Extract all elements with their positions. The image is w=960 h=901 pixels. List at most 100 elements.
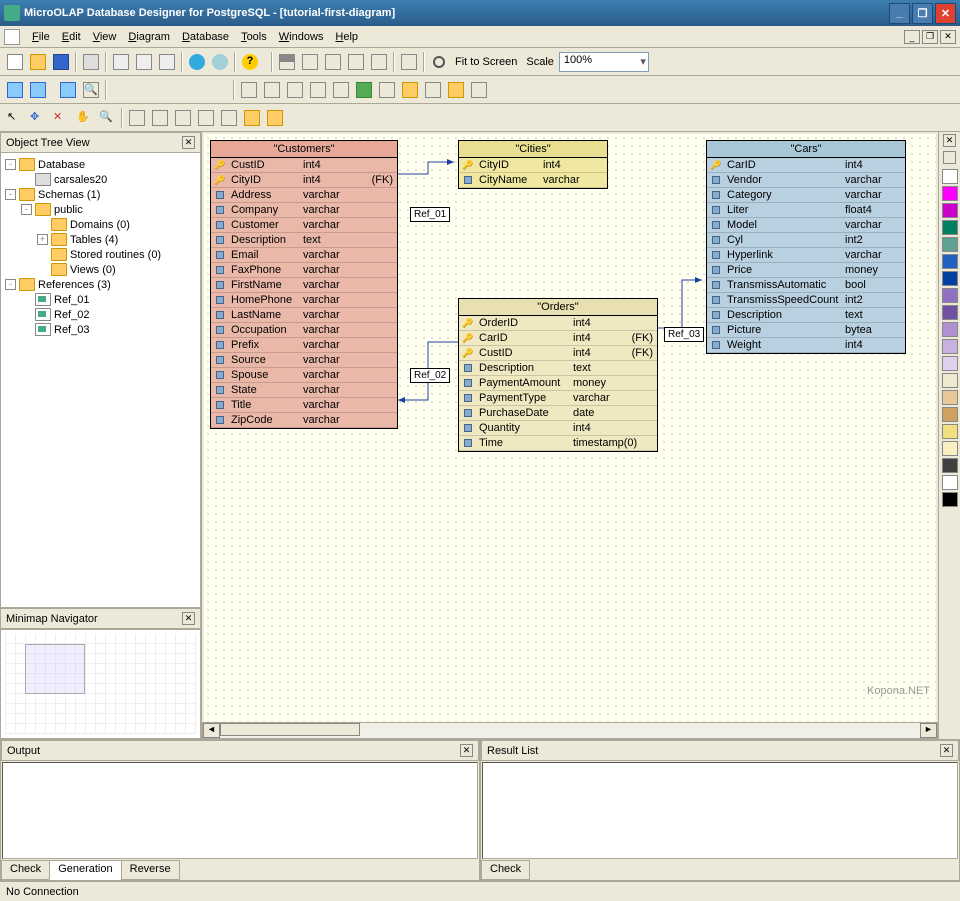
table-column[interactable]: FirstNamevarchar xyxy=(211,278,397,293)
layout-b[interactable] xyxy=(261,79,283,101)
help-button[interactable]: ? xyxy=(239,51,261,73)
table-column[interactable]: Cylint2 xyxy=(707,233,905,248)
tool-a[interactable] xyxy=(4,79,26,101)
view-detail-button[interactable] xyxy=(345,51,367,73)
tab-generation[interactable]: Generation xyxy=(49,860,121,880)
table-column[interactable]: PaymentAmountmoney xyxy=(459,376,657,391)
table-column[interactable]: Customervarchar xyxy=(211,218,397,233)
layout-d[interactable] xyxy=(307,79,329,101)
save-button[interactable] xyxy=(50,51,72,73)
pan-tool[interactable]: ✋ xyxy=(73,107,95,129)
layout-j[interactable] xyxy=(445,79,467,101)
h-scrollbar[interactable]: ◄ ► xyxy=(202,722,938,739)
tab-check[interactable]: Check xyxy=(1,860,50,880)
shape-d-tool[interactable] xyxy=(241,107,263,129)
table-column[interactable]: Timetimestamp(0) xyxy=(459,436,657,451)
table-column[interactable]: Occupationvarchar xyxy=(211,323,397,338)
ref-label[interactable]: Ref_01 xyxy=(410,207,450,222)
shape-a-tool[interactable] xyxy=(172,107,194,129)
mdi-close-button[interactable]: ✕ xyxy=(940,30,956,44)
tree-node[interactable]: Ref_02 xyxy=(5,307,196,322)
palette-close-button[interactable]: ✕ xyxy=(943,134,956,147)
table-column[interactable]: PaymentTypevarchar xyxy=(459,391,657,406)
table-column[interactable]: 🔑CustIDint4 xyxy=(211,158,397,173)
mdi-restore-button[interactable]: ❐ xyxy=(922,30,938,44)
menu-database[interactable]: Database xyxy=(176,29,235,45)
color-swatch[interactable] xyxy=(942,169,958,184)
result-close-button[interactable]: ✕ xyxy=(940,744,953,757)
zoom-button[interactable] xyxy=(428,51,450,73)
menu-help[interactable]: Help xyxy=(329,29,364,45)
tree-node[interactable]: Views (0) xyxy=(5,262,196,277)
canvas-area[interactable]: "Customers"🔑CustIDint4🔑CityIDint4(FK)Add… xyxy=(202,132,938,739)
tool-c[interactable] xyxy=(57,79,79,101)
maximize-button[interactable]: ❐ xyxy=(912,3,933,24)
table-column[interactable]: Descriptiontext xyxy=(707,308,905,323)
scale-combo[interactable]: 100% xyxy=(559,52,649,72)
table-column[interactable]: Statevarchar xyxy=(211,383,397,398)
mdi-minimize-button[interactable]: _ xyxy=(904,30,920,44)
layout-h[interactable] xyxy=(399,79,421,101)
table-column[interactable]: Weightint4 xyxy=(707,338,905,353)
table-column[interactable]: Descriptiontext xyxy=(459,361,657,376)
cut-button[interactable] xyxy=(133,51,155,73)
expand-icon[interactable]: - xyxy=(5,159,16,170)
color-swatch[interactable] xyxy=(942,237,958,252)
table-column[interactable]: Categoryvarchar xyxy=(707,188,905,203)
color-swatch[interactable] xyxy=(942,339,958,354)
menu-view[interactable]: View xyxy=(87,29,123,45)
table-column[interactable]: Vendorvarchar xyxy=(707,173,905,188)
tree-node[interactable]: carsales20 xyxy=(5,172,196,187)
expand-icon[interactable]: - xyxy=(21,204,32,215)
tree-node[interactable]: -References (3) xyxy=(5,277,196,292)
tree-node[interactable]: Ref_03 xyxy=(5,322,196,337)
db-table[interactable]: "Cities"🔑CityIDint4CityNamevarchar xyxy=(458,140,608,189)
relation-tool[interactable] xyxy=(149,107,171,129)
view-icons-button[interactable] xyxy=(368,51,390,73)
minimap-close-button[interactable]: ✕ xyxy=(182,612,195,625)
tree-node[interactable]: +Tables (4) xyxy=(5,232,196,247)
tree-close-button[interactable]: ✕ xyxy=(182,136,195,149)
scroll-left-button[interactable]: ◄ xyxy=(203,723,220,738)
close-button[interactable]: ✕ xyxy=(935,3,956,24)
color-swatch[interactable] xyxy=(942,373,958,388)
color-swatch[interactable] xyxy=(942,356,958,371)
view-extra-button[interactable] xyxy=(398,51,420,73)
color-swatch[interactable] xyxy=(942,424,958,439)
table-column[interactable]: Modelvarchar xyxy=(707,218,905,233)
tool-b[interactable] xyxy=(27,79,49,101)
expand-icon[interactable]: + xyxy=(37,234,48,245)
pointer-tool[interactable]: ↖ xyxy=(4,107,26,129)
scroll-right-button[interactable]: ► xyxy=(920,723,937,738)
db-table[interactable]: "Orders"🔑OrderIDint4🔑CarIDint4(FK)🔑CustI… xyxy=(458,298,658,452)
color-swatch[interactable] xyxy=(942,305,958,320)
color-swatch[interactable] xyxy=(942,220,958,235)
table-column[interactable]: Spousevarchar xyxy=(211,368,397,383)
layout-k[interactable] xyxy=(468,79,490,101)
table-column[interactable]: Descriptiontext xyxy=(211,233,397,248)
menu-windows[interactable]: Windows xyxy=(273,29,330,45)
color-swatch[interactable] xyxy=(942,288,958,303)
table-column[interactable]: Quantityint4 xyxy=(459,421,657,436)
output-body[interactable] xyxy=(2,762,478,859)
table-column[interactable]: PurchaseDatedate xyxy=(459,406,657,421)
fit-to-screen-label[interactable]: Fit to Screen xyxy=(455,56,517,68)
color-swatch[interactable] xyxy=(942,492,958,507)
table-column[interactable]: 🔑CustIDint4(FK) xyxy=(459,346,657,361)
shape-c-tool[interactable] xyxy=(218,107,240,129)
table-column[interactable]: Sourcevarchar xyxy=(211,353,397,368)
table-column[interactable]: HomePhonevarchar xyxy=(211,293,397,308)
layout-i[interactable] xyxy=(422,79,444,101)
expand-icon[interactable]: - xyxy=(5,279,16,290)
table-column[interactable]: FaxPhonevarchar xyxy=(211,263,397,278)
result-body[interactable] xyxy=(482,762,958,859)
layout-g[interactable] xyxy=(376,79,398,101)
tree-node[interactable]: -public xyxy=(5,202,196,217)
shape-e-tool[interactable] xyxy=(264,107,286,129)
tree-node[interactable]: Ref_01 xyxy=(5,292,196,307)
color-swatch[interactable] xyxy=(942,407,958,422)
table-column[interactable]: 🔑CarIDint4 xyxy=(707,158,905,173)
layout-c[interactable] xyxy=(284,79,306,101)
table-column[interactable]: Prefixvarchar xyxy=(211,338,397,353)
layout-e[interactable] xyxy=(330,79,352,101)
